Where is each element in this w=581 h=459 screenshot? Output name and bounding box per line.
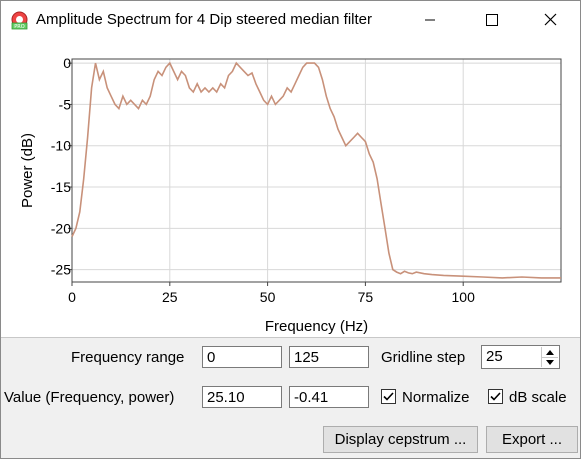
x-tick-label: 100 <box>452 289 476 305</box>
app-logo-icon: PRO <box>11 11 28 30</box>
spin-up-button[interactable] <box>542 347 558 358</box>
gridline-step-value: 25 <box>486 348 503 365</box>
y-tick-label: -10 <box>51 138 71 154</box>
value-label: Value (Frequency, power) <box>4 389 175 406</box>
export-button[interactable]: Export ... <box>486 426 578 453</box>
chart-grid <box>71 59 561 282</box>
maximize-icon <box>486 14 498 26</box>
spectrum-plot-panel: 0 25 50 75 100 0 -5 -10 -15 -20 -25 Frequency (Hz)… <box>1 39 580 338</box>
gridline-step-spinbox[interactable]: 25 <box>481 345 560 369</box>
frequency-max-field[interactable]: 125 <box>289 346 369 368</box>
chart-ticks: 0 25 50 75 100 0 -5 -10 -15 -20 -25 <box>51 55 475 305</box>
value-power-field[interactable]: -0.41 <box>289 386 369 408</box>
display-cepstrum-button[interactable]: Display cepstrum ... <box>323 426 478 453</box>
db-scale-checkbox[interactable] <box>488 389 503 404</box>
x-tick-label: 75 <box>358 289 374 305</box>
spinbox-buttons <box>541 347 558 367</box>
svg-text:PRO: PRO <box>14 24 24 30</box>
y-tick-label: -5 <box>59 96 72 112</box>
arrow-down-icon <box>546 359 554 365</box>
y-tick-label: -20 <box>51 220 71 236</box>
x-axis-label: Frequency (Hz) <box>265 318 368 335</box>
spectrum-chart: 0 25 50 75 100 0 -5 -10 -15 -20 -25 Frequency (Hz)… <box>19 55 562 335</box>
x-tick-label: 0 <box>68 289 76 305</box>
arrow-up-icon <box>546 349 554 355</box>
title-bar[interactable]: PRO Amplitude Spectrum for 4 Dip steered… <box>1 1 580 39</box>
y-tick-label: 0 <box>63 55 71 71</box>
plot-frame <box>71 58 562 283</box>
window-title: Amplitude Spectrum for 4 Dip steered med… <box>36 11 372 28</box>
checkmark-icon <box>383 392 394 401</box>
y-axis-label: Power (dB) <box>19 133 36 208</box>
minimize-button[interactable] <box>404 1 456 39</box>
y-tick-label: -25 <box>51 262 71 278</box>
close-button[interactable] <box>526 1 578 39</box>
normalize-checkbox[interactable] <box>381 389 396 404</box>
spin-down-button[interactable] <box>542 357 558 367</box>
close-icon <box>544 13 557 26</box>
x-tick-label: 25 <box>162 289 178 305</box>
x-tick-label: 50 <box>260 289 276 305</box>
frequency-min-field[interactable]: 0 <box>202 346 282 368</box>
minimize-icon <box>425 19 435 21</box>
maximize-button[interactable] <box>465 1 517 39</box>
checkmark-icon <box>490 392 501 401</box>
y-tick-label: -15 <box>51 179 71 195</box>
normalize-label: Normalize <box>402 389 470 406</box>
power-spectrum-line <box>71 61 561 279</box>
db-scale-label: dB scale <box>509 389 567 406</box>
gridline-step-label: Gridline step <box>381 349 466 366</box>
value-frequency-field[interactable]: 25.10 <box>202 386 282 408</box>
frequency-range-label: Frequency range <box>71 349 185 366</box>
